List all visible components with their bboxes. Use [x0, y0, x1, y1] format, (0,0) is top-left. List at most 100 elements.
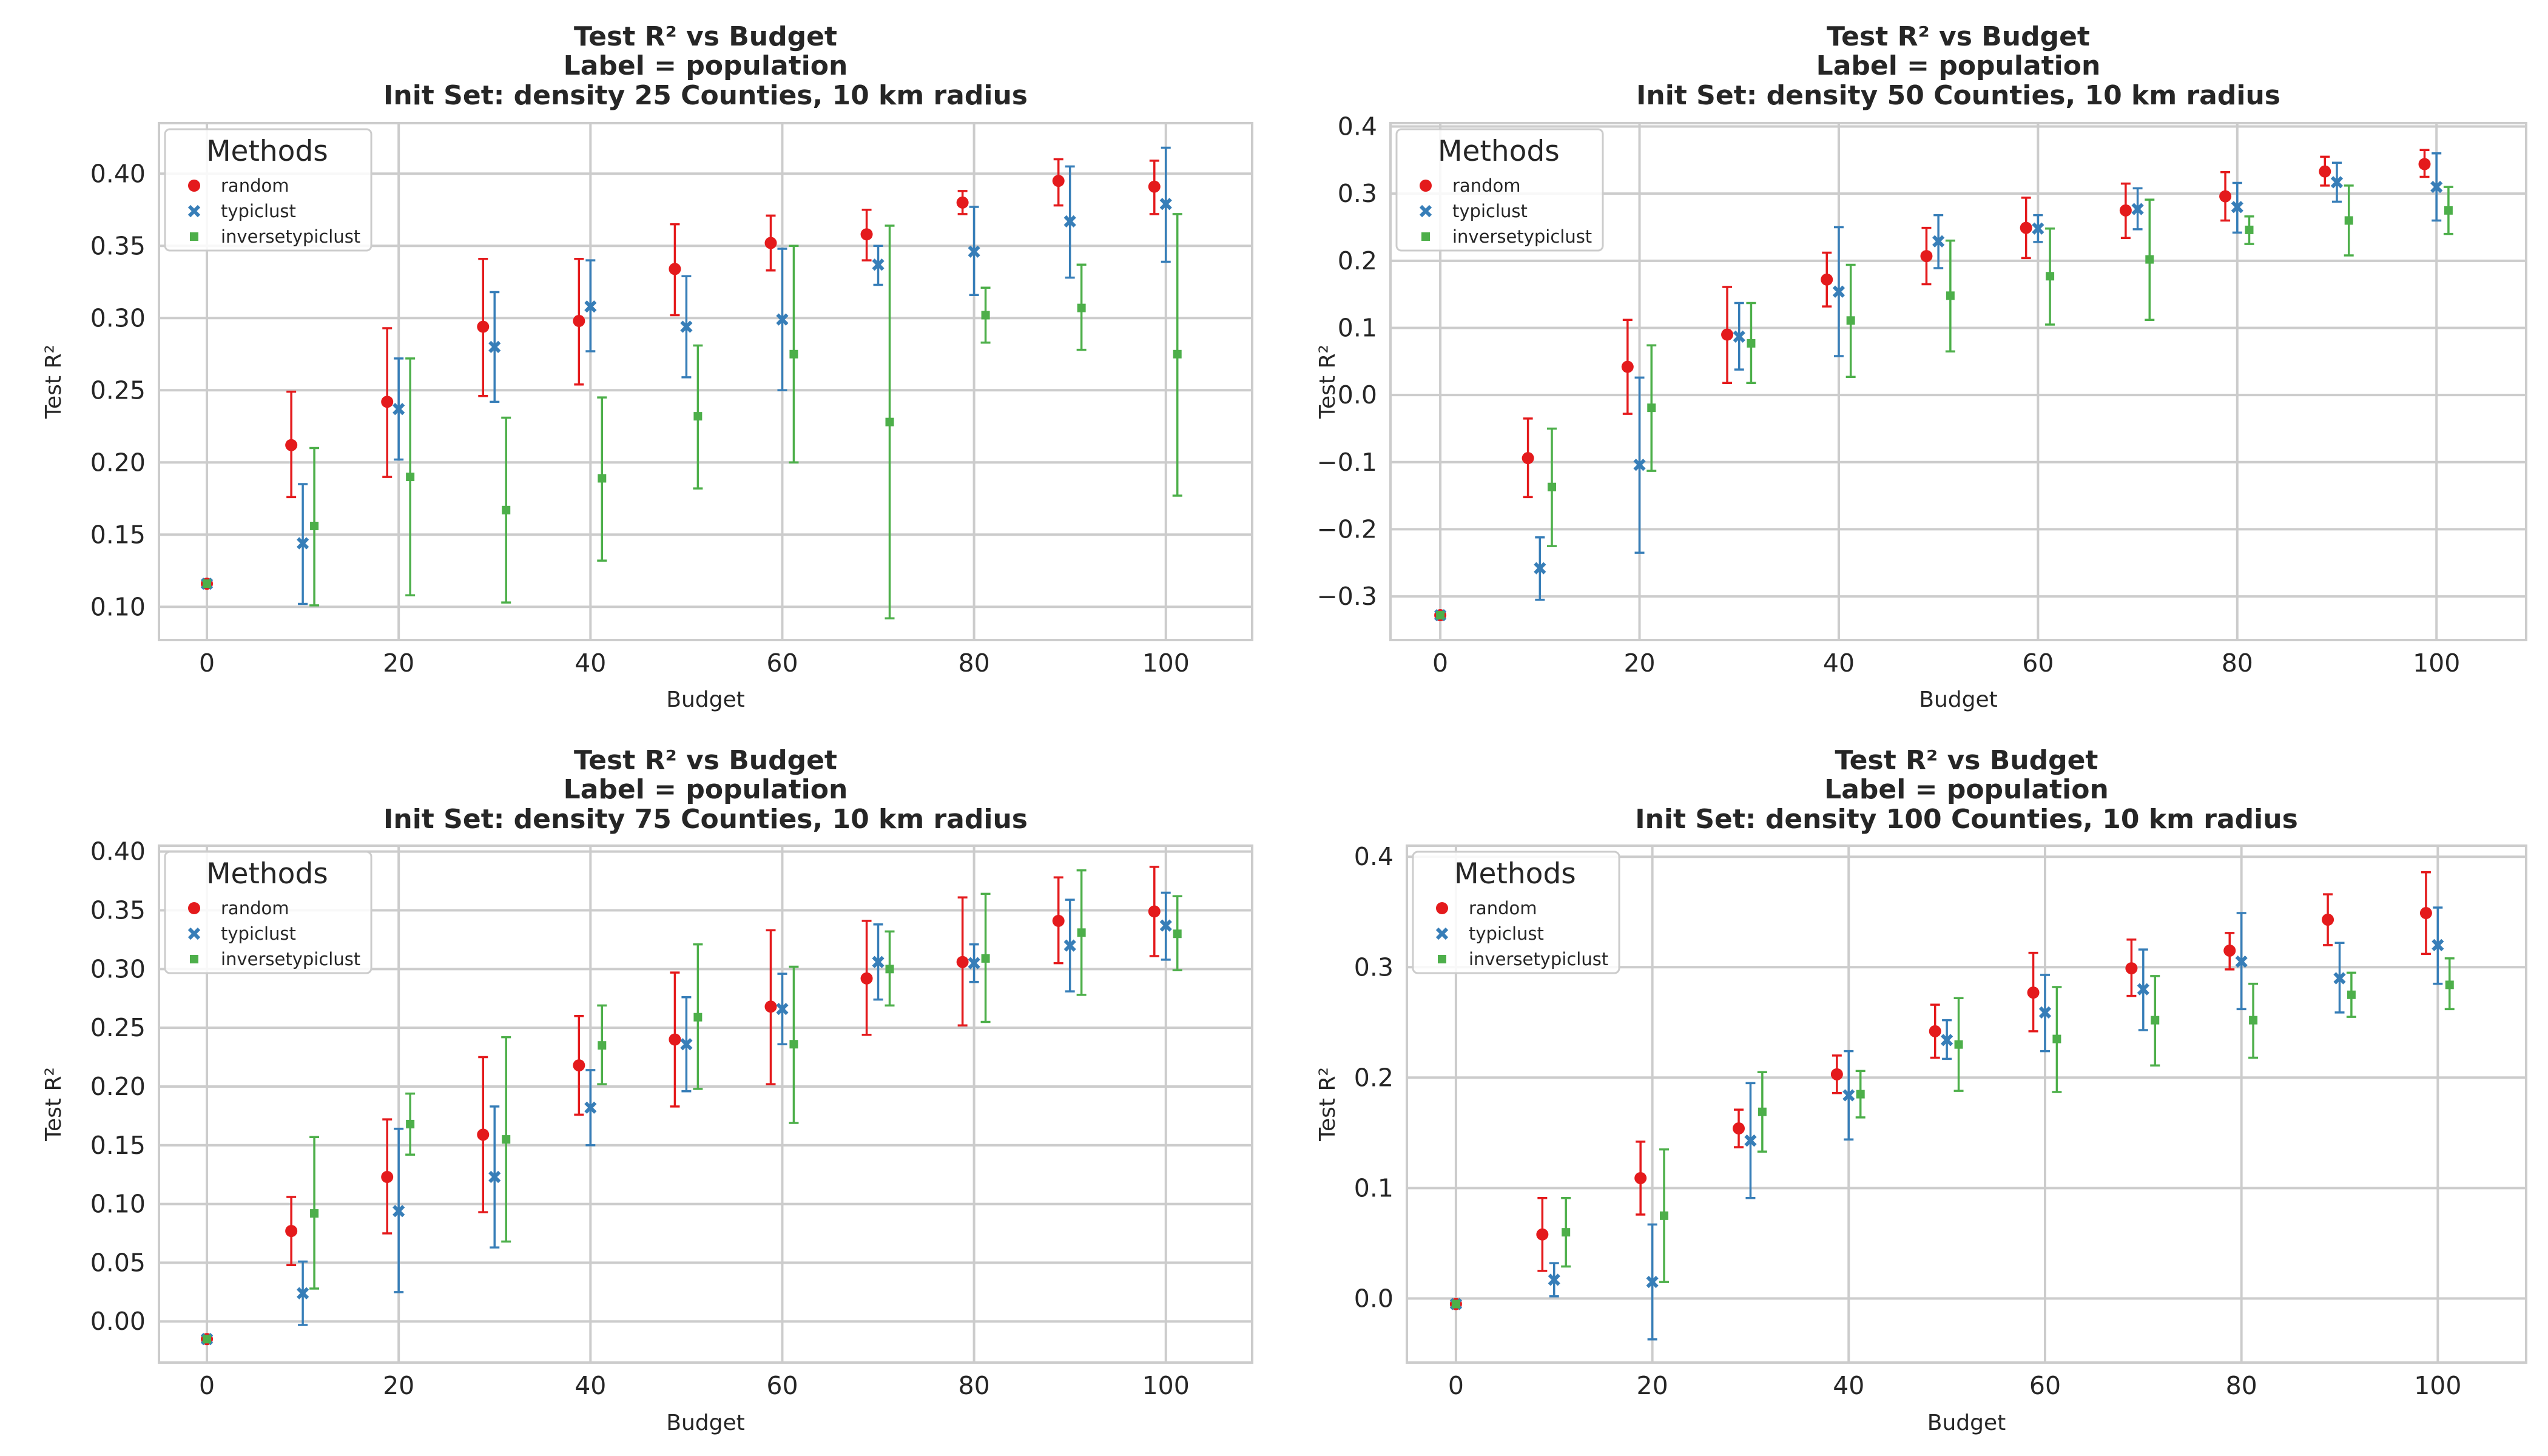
data-point-x: [968, 957, 980, 969]
data-point-circle: [573, 1059, 585, 1072]
x-tick-label: 20: [383, 649, 414, 678]
chart-panel-density-50: Test R² vs Budget Label = population Init …: [1274, 0, 2548, 728]
x-tick-label: 100: [1142, 649, 1190, 678]
chart-panel-density-75: Test R² vs Budget Label = population Init …: [0, 728, 1274, 1456]
x-tick-label: 20: [1637, 1371, 1668, 1400]
data-point-square: [693, 412, 703, 421]
y-tick-label: 0.35: [90, 231, 146, 260]
data-point-x: [393, 403, 405, 416]
data-point-square: [1077, 303, 1086, 312]
x-tick-label: 100: [1142, 1371, 1190, 1400]
legend: Methods random typiclust inversetypiclust: [164, 851, 372, 974]
x-tick-label: 0: [199, 1371, 215, 1400]
data-point-x: [1063, 939, 1076, 952]
chart-title-line: Label = population: [564, 774, 848, 805]
y-tick-label: 0.15: [90, 1131, 146, 1160]
data-point-square: [2046, 272, 2055, 281]
chart-title-line: Init Set: density 100 Counties, 10 km ra…: [1635, 804, 2298, 835]
x-tick-label: 20: [383, 1371, 414, 1400]
legend-label: typiclust: [1452, 201, 1528, 221]
x-tick-label: 80: [959, 1371, 990, 1400]
legend-label: random: [221, 175, 289, 196]
y-tick-label: 0.3: [1338, 179, 1377, 208]
data-point-square: [693, 1013, 703, 1022]
data-point-square: [1451, 1299, 1460, 1309]
data-point-square: [203, 1335, 212, 1344]
series-inversetypiclust: [203, 213, 1182, 620]
data-point-circle: [1830, 1068, 1843, 1080]
y-tick-label: 0.40: [90, 159, 146, 188]
data-point-x: [1548, 1273, 1560, 1286]
y-tick-label: 0.25: [90, 1013, 146, 1042]
data-point-x: [1932, 235, 1945, 248]
series-typiclust: [200, 146, 1172, 605]
data-point-square: [598, 474, 607, 483]
data-point-x: [1159, 919, 1172, 932]
data-point-circle: [1052, 914, 1065, 927]
data-point-circle: [1148, 905, 1161, 918]
y-tick-label: −0.3: [1316, 582, 1377, 611]
data-point-circle: [1522, 452, 1534, 465]
legend-title: Methods: [1454, 857, 1576, 891]
legend-label: random: [1469, 898, 1537, 918]
legend-marker-square: [1438, 955, 1446, 963]
data-point-x: [1633, 459, 1646, 471]
legend-marker-square: [1421, 232, 1430, 241]
legend: Methods random typiclust inversetypiclust: [1412, 851, 1620, 974]
legend-marker-square: [190, 232, 198, 241]
x-tick-label: 60: [2029, 1371, 2061, 1400]
series-random: [201, 866, 1161, 1346]
legend: Methods random typiclust inversetypiclust: [164, 128, 372, 252]
data-point-circle: [1052, 175, 1065, 187]
data-point-circle: [2419, 907, 2432, 920]
plot-frame: [158, 844, 1253, 1364]
y-tick-label: 0.40: [90, 837, 146, 866]
data-point-x: [2430, 180, 2443, 194]
y-tick-label: −0.2: [1316, 514, 1377, 544]
data-point-x: [2038, 1006, 2052, 1019]
legend-title: Methods: [1438, 135, 1560, 168]
data-point-x: [584, 1101, 597, 1114]
y-tick-label: 0.00: [90, 1307, 146, 1336]
y-tick-label: 0.20: [90, 1072, 146, 1101]
x-tick-label: 80: [959, 649, 990, 678]
data-point-square: [1946, 291, 1955, 300]
plot-frame: [1389, 122, 2527, 641]
chart-title-line: Init Set: density 75 Counties, 10 km rad…: [383, 804, 1028, 835]
data-point-square: [1846, 316, 1855, 325]
legend-marker-x: [1435, 927, 1449, 940]
x-axis-label: Budget: [666, 1410, 744, 1435]
x-tick-label: 40: [1833, 1371, 1864, 1400]
data-point-circle: [1621, 360, 1634, 373]
data-point-circle: [2418, 158, 2431, 170]
data-point-x: [296, 1287, 309, 1299]
data-point-square: [406, 1119, 415, 1128]
legend-marker-x: [187, 204, 201, 218]
y-tick-label: 0.35: [90, 896, 146, 925]
data-point-x: [2330, 176, 2344, 189]
x-axis-label: Budget: [1919, 687, 1997, 712]
data-point-x: [393, 1205, 405, 1218]
x-tick-label: 100: [2414, 1371, 2461, 1400]
series-random: [1434, 149, 2431, 622]
data-point-square: [1954, 1040, 1963, 1049]
x-axis-label: Budget: [666, 687, 744, 712]
data-point-x: [2333, 972, 2346, 985]
data-point-square: [502, 1135, 511, 1144]
data-point-circle: [573, 315, 585, 328]
y-tick-label: 0.4: [1338, 112, 1377, 141]
y-tick-label: 0.2: [1338, 246, 1377, 275]
data-point-square: [310, 1209, 319, 1218]
y-tick-label: 0.3: [1354, 952, 1394, 982]
plot-frame: [1406, 844, 2527, 1364]
plot-frame: [158, 122, 1253, 641]
data-point-x: [1733, 330, 1745, 343]
data-point-x: [1063, 215, 1076, 228]
chart-title-line: Test R² vs Budget: [1835, 745, 2098, 776]
data-point-x: [2131, 203, 2144, 215]
data-point-circle: [2027, 986, 2040, 999]
data-point-circle: [1634, 1171, 1647, 1184]
